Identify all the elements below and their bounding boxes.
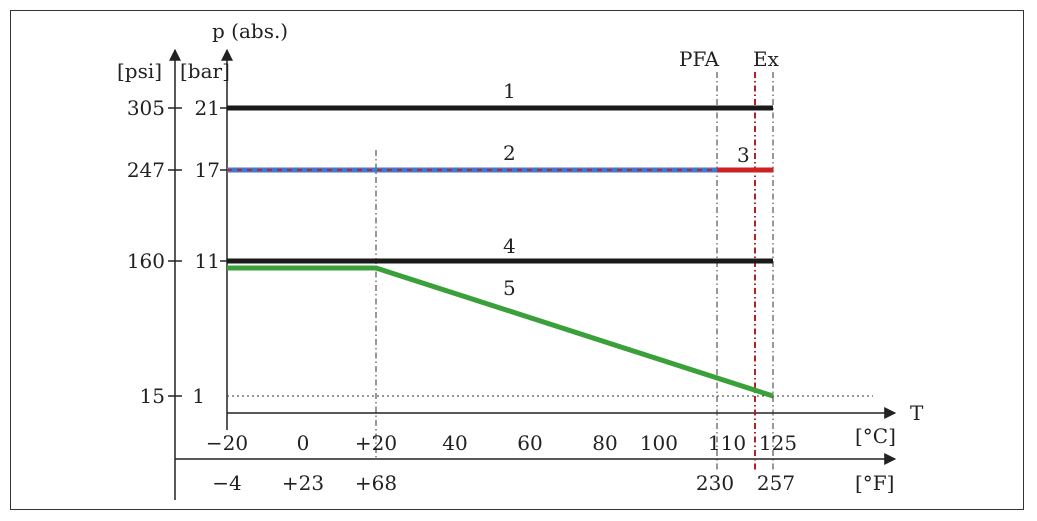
psi-tick-label-160: 160 (127, 249, 165, 273)
bar-tick-label-11: 11 (195, 249, 220, 273)
series-label-3: 3 (737, 143, 750, 167)
celsius-tick-label--20: −20 (206, 431, 248, 455)
psi-unit-label: [psi] (117, 59, 162, 83)
fahrenheit-tick-label-230: 230 (696, 471, 734, 495)
series-line-5 (227, 265, 774, 399)
celsius-tick-label-60: 60 (517, 431, 542, 455)
series-label-5: 5 (503, 276, 516, 300)
chart-frame (10, 10, 1024, 510)
celsius-tick-label-125: 125 (759, 431, 797, 455)
celsius-tick-label-110: 110 (708, 431, 746, 455)
fahrenheit-tick-label-+23: +23 (282, 471, 324, 495)
y-axis-title: p (abs.) (212, 19, 288, 43)
psi-tick-label-247: 247 (127, 158, 165, 182)
bar-tick-label-17: 17 (195, 158, 220, 182)
celsius-tick-label-40: 40 (442, 431, 467, 455)
celsius-tick-label-80: 80 (592, 431, 617, 455)
marker-label-ex: Ex (753, 47, 780, 71)
celsius-tick-label-100: 100 (640, 431, 678, 455)
celsius-unit-label: [°C] (855, 424, 896, 448)
series-label-2: 2 (503, 141, 516, 165)
fahrenheit-tick-label-257: 257 (757, 471, 795, 495)
series-label-1: 1 (503, 79, 516, 103)
marker-label-pfa: PFA (679, 47, 720, 71)
bar-tick-label-1: 1 (192, 384, 205, 408)
bar-tick-label-21: 21 (195, 96, 220, 120)
fahrenheit-tick-label-+68: +68 (355, 471, 397, 495)
psi-tick-label-305: 305 (127, 96, 165, 120)
bar-unit-label: [bar] (180, 59, 230, 83)
fahrenheit-tick-label--4: −4 (212, 471, 241, 495)
celsius-tick-label-0: 0 (297, 431, 310, 455)
psi-tick-label-15: 15 (140, 384, 165, 408)
fahrenheit-unit-label: [°F] (855, 471, 894, 495)
celsius-tick-label-+20: +20 (355, 431, 397, 455)
x-axis-title: T (910, 401, 924, 425)
series-label-4: 4 (503, 234, 516, 258)
